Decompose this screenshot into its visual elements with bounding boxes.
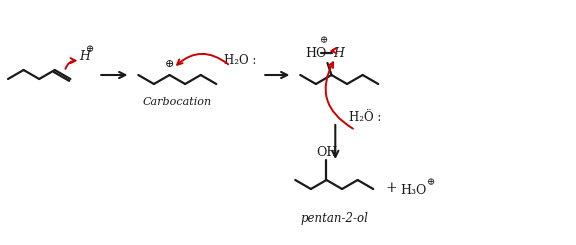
Text: ⊕: ⊕ <box>86 46 94 54</box>
Text: Carbocation: Carbocation <box>143 97 212 107</box>
Text: pentan-2-ol: pentan-2-ol <box>300 211 368 224</box>
Text: ⊕: ⊕ <box>320 37 328 46</box>
Text: +: + <box>385 181 397 195</box>
Text: OH: OH <box>316 146 337 159</box>
Text: H: H <box>333 47 344 60</box>
Text: H₂O :: H₂O : <box>224 53 256 66</box>
Text: ⊕: ⊕ <box>427 179 435 187</box>
Text: H₂Ö :: H₂Ö : <box>349 110 382 123</box>
Text: ⊕: ⊕ <box>165 59 174 69</box>
Text: H₃O: H₃O <box>400 184 426 196</box>
Text: HO: HO <box>305 47 326 60</box>
Text: H: H <box>79 49 90 62</box>
